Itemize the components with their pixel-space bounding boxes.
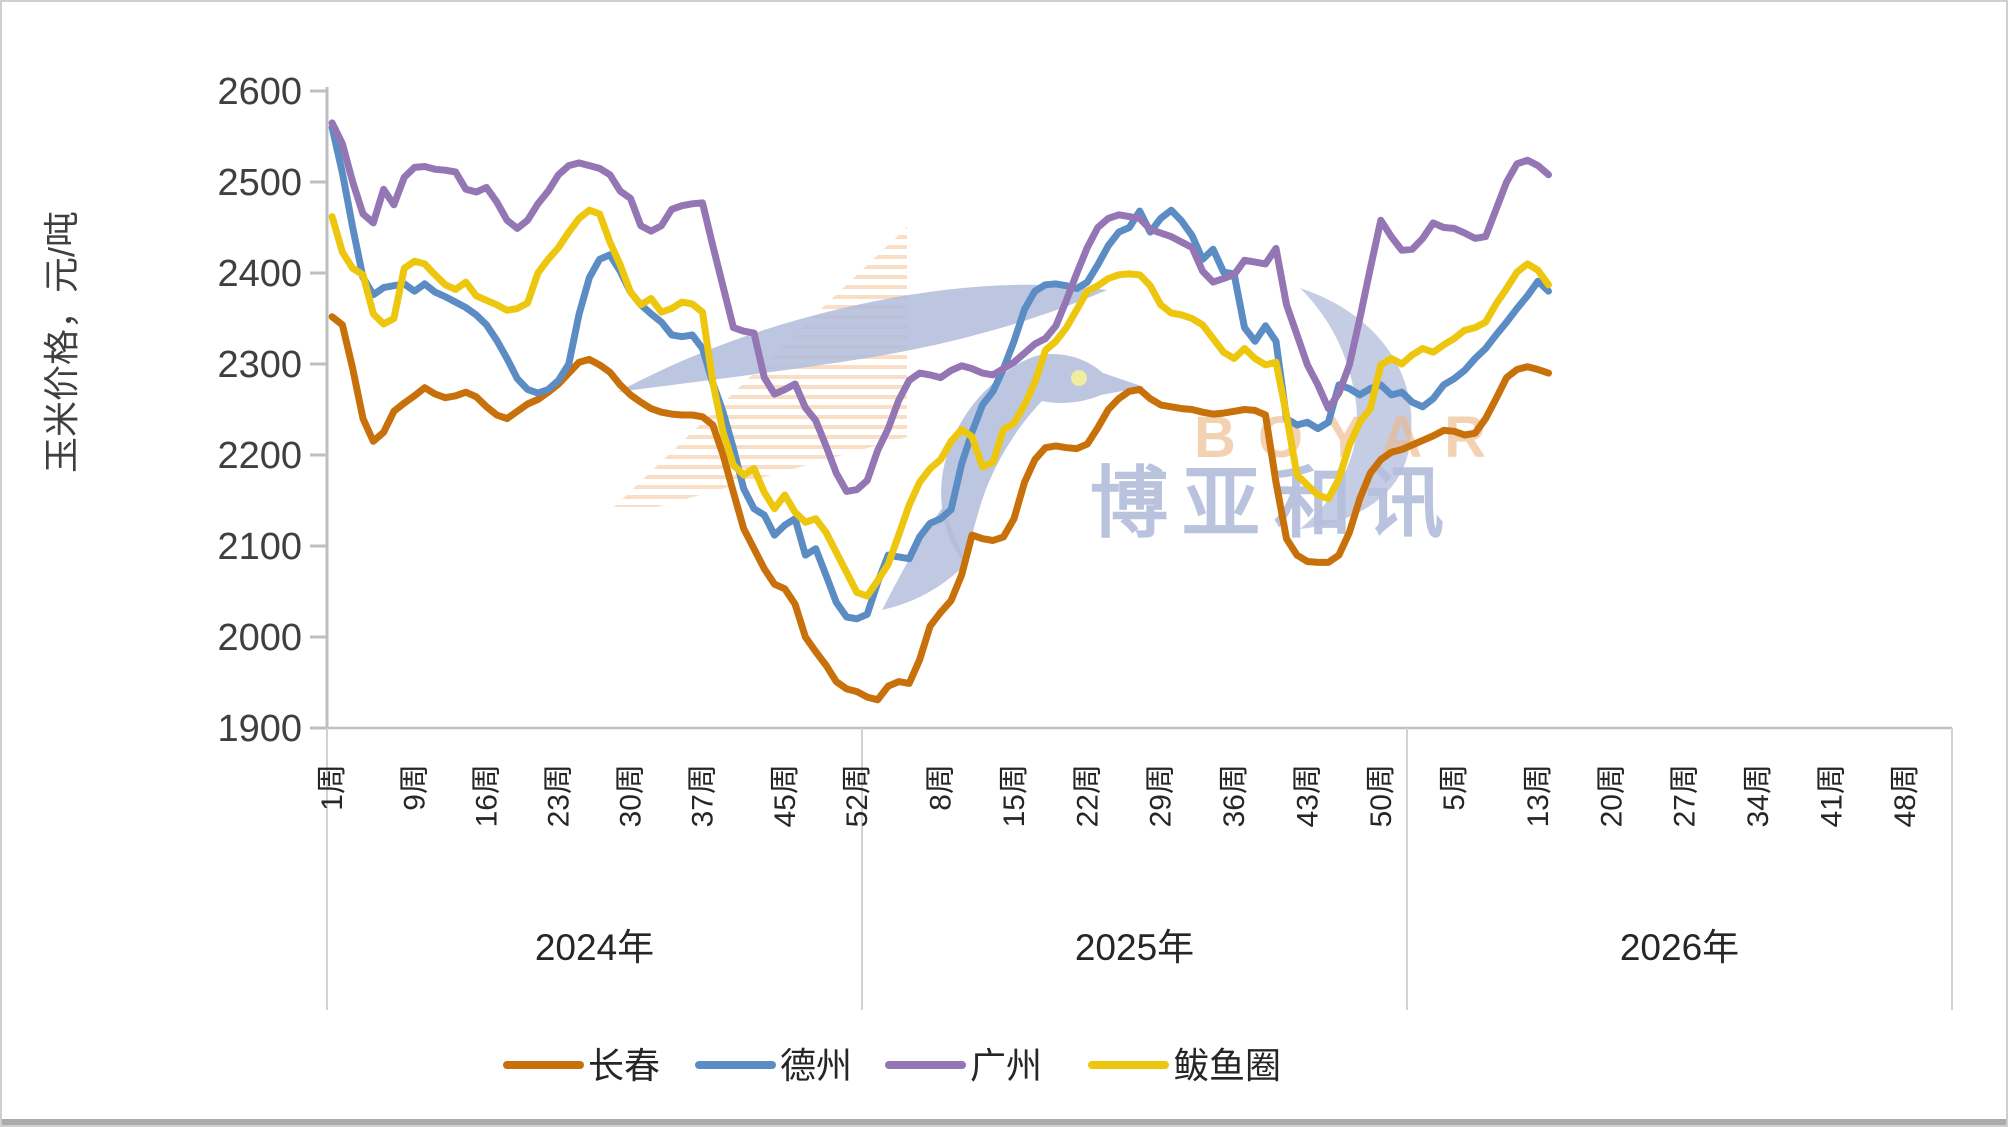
x-axis-week-label: 22周 <box>1071 764 1104 827</box>
x-axis-week-label: 9周 <box>398 764 431 811</box>
x-axis-week-label: 13周 <box>1522 764 1555 827</box>
window-bottom-edge <box>2 1119 2006 1125</box>
x-axis-week-label: 37周 <box>687 764 720 827</box>
x-axis-week-label: 5周 <box>1438 764 1471 811</box>
x-axis-week-label: 16周 <box>470 764 503 827</box>
watermark-bird-tail-icon <box>882 507 966 610</box>
x-axis-week-label: 23周 <box>542 764 575 827</box>
x-axis-week-label: 1周 <box>316 764 349 811</box>
x-axis-week-label: 20周 <box>1595 764 1628 827</box>
legend-label-德州: 德州 <box>780 1045 852 1086</box>
watermark-bird-upper-wing-icon <box>618 284 1107 392</box>
x-axis-week-label: 36周 <box>1218 764 1251 827</box>
x-axis-week-label: 48周 <box>1889 764 1922 827</box>
y-axis-label: 2100 <box>217 526 302 568</box>
x-axis-week-label: 30周 <box>615 764 648 827</box>
x-axis-week-label: 8周 <box>925 764 958 811</box>
watermark-bird-body-icon <box>941 354 1144 564</box>
x-axis-week-label: 43周 <box>1291 764 1324 827</box>
series-line-鲅鱼圈 <box>328 206 1552 600</box>
x-axis-week-label: 41周 <box>1815 764 1848 827</box>
watermark-swoosh-icon <box>1300 288 1412 529</box>
x-axis-year-label: 2026年 <box>1620 927 1739 968</box>
watermark-bird-eye-icon <box>1071 370 1087 386</box>
y-axis-title: 玉米价格，元/吨 <box>41 211 82 473</box>
series-line-长春 <box>328 313 1552 704</box>
y-axis-label: 1900 <box>217 708 302 750</box>
x-axis-week-label: 29周 <box>1145 764 1178 827</box>
x-axis-year-label: 2024年 <box>535 927 654 968</box>
y-axis-label: 2300 <box>217 344 302 386</box>
watermark-cn-text: 博亚和讯 <box>1090 459 1458 547</box>
x-axis-year-label: 2025年 <box>1075 927 1194 968</box>
legend-label-广州: 广州 <box>970 1045 1042 1086</box>
x-axis-week-label: 45周 <box>769 764 802 827</box>
y-axis-label: 2600 <box>217 71 302 113</box>
y-axis-label: 2000 <box>217 617 302 659</box>
legend-label-长春: 长春 <box>588 1045 660 1086</box>
x-axis-week-label: 27周 <box>1669 764 1702 827</box>
x-axis-week-label: 50周 <box>1365 764 1398 827</box>
legend-label-鲅鱼圈: 鲅鱼圈 <box>1173 1045 1281 1086</box>
x-axis-week-label: 34周 <box>1742 764 1775 827</box>
y-axis-label: 2500 <box>217 162 302 204</box>
y-axis-label: 2200 <box>217 435 302 477</box>
series-line-广州 <box>328 119 1552 495</box>
y-axis-label: 2400 <box>217 253 302 295</box>
x-axis-week-label: 52周 <box>841 764 874 827</box>
x-axis-week-label: 15周 <box>998 764 1031 827</box>
